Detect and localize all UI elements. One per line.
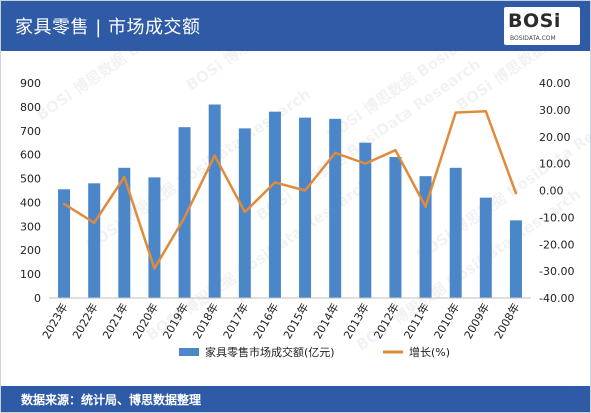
x-tick-label: 2014年 [310,301,342,342]
y-right-tick-label: 30.00 [539,104,571,117]
bar [449,167,462,298]
bar [268,111,281,298]
y-left-tick-label: 800 [20,101,41,114]
y-right-tick-label: -30.00 [539,265,574,278]
bar [299,117,312,298]
y-axis-right: -40.00 -30.00 -20.00 -10.00 0.00 10.00 20.00 30… [539,77,574,305]
bar [419,176,432,298]
y-left-tick-label: 600 [20,149,41,162]
x-tick-label: 2023年 [39,301,71,342]
y-left-tick-label: 500 [20,173,41,186]
bar [148,177,161,298]
y-left-tick-label: 700 [20,125,41,138]
y-left-tick-label: 200 [20,244,41,257]
y-right-tick-label: -40.00 [539,292,574,305]
growth-point [153,267,156,270]
bar [389,157,402,298]
y-left-tick-label: 900 [20,77,41,90]
growth-point [484,110,488,113]
growth-line [63,109,518,270]
growth-point [243,210,247,214]
x-tick-label: 2008年 [491,301,523,342]
x-tick-label: 2010年 [431,301,463,342]
growth-point [333,151,337,155]
y-right-tick-label: 40.00 [539,77,571,90]
y-right-tick-label: 20.00 [539,131,571,144]
bar [178,127,191,298]
growth-point [183,216,186,219]
data-source: 数据来源：统计局、博思数据整理 [21,393,202,407]
bar [58,189,71,298]
y-right-tick-label: 0.00 [539,185,564,198]
y-left-tick-label: 400 [20,196,41,209]
x-tick-label: 2016年 [250,301,282,342]
x-axis-labels: 2023年 2022年 2021年 2020年 2019年 2018年 2017年 2016年… [39,301,522,342]
legend-line-label: 增长(%) [409,345,450,359]
growth-point [213,154,216,157]
x-tick-label: 2009年 [461,301,493,342]
y-left-tick-label: 300 [20,220,41,233]
growth-point [303,189,307,192]
title-bar: 家具零售 | 市场成交额 BOSi BOSIDATA.COM [1,1,590,51]
growth-point [394,148,397,152]
growth-point [454,111,457,114]
x-tick-label: 2015年 [280,301,312,342]
bar [88,183,101,298]
x-tick-label: 2021年 [99,301,131,342]
legend-bar-swatch [179,348,199,356]
bar [359,142,372,298]
x-tick-label: 2017年 [220,301,252,342]
y-left-tick-label: 0 [34,292,41,305]
logo-subtext: BOSIDATA.COM [510,35,556,42]
brand-logo: BOSi BOSIDATA.COM [504,7,580,45]
bar [479,197,492,298]
bar [509,220,522,298]
y-right-tick-label: 10.00 [539,158,571,171]
page-title: 家具零售 | 市场成交额 [15,17,201,38]
growth-point [62,202,66,206]
growth-point [424,205,427,208]
logo-text: BOSi [508,10,561,32]
legend-bar-label: 家具零售市场成交额(亿元) [205,345,335,359]
x-tick-label: 2022年 [69,301,101,342]
y-right-tick-label: -10.00 [539,211,574,224]
y-right-tick-label: -20.00 [539,238,574,251]
y-left-tick-label: 100 [20,268,41,281]
y-axis-left: 0 100 200 300 400 500 600 700 800 900 [20,77,41,305]
growth-point [123,175,126,179]
bar [118,167,131,298]
bar [329,118,342,298]
bar-series [49,104,531,299]
legend: 家具零售市场成交额(亿元) 增长(%) [179,345,450,359]
growth-point [273,181,277,184]
footer-bar: 数据来源：统计局、博思数据整理 [1,386,590,412]
bar [208,104,221,298]
growth-point [514,191,518,195]
growth-point [92,221,96,224]
growth-line-series [62,109,518,270]
growth-point [364,162,367,165]
